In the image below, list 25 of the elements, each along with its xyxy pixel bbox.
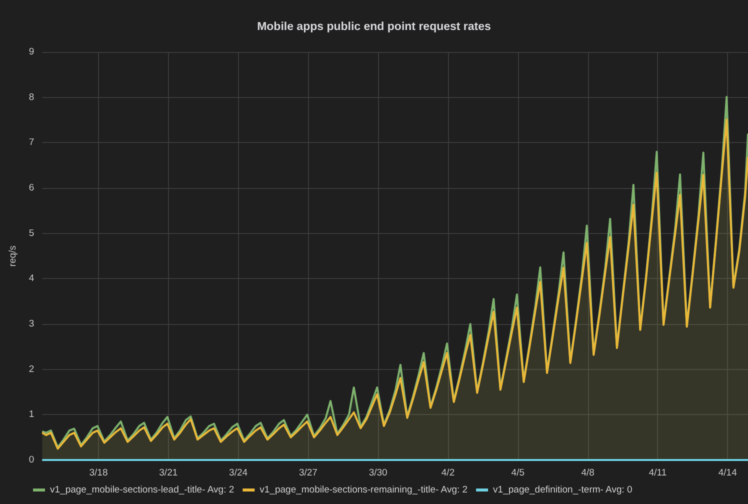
x-tick-label: 3/30: [368, 468, 388, 478]
x-tick-label: 3/24: [229, 468, 248, 478]
x-tick-label: 3/18: [89, 468, 108, 478]
x-tick-label: 4/8: [581, 468, 594, 478]
x-tick-label: 4/11: [648, 468, 667, 478]
legend-label: v1_page_definition_-term- Avg: 0: [493, 484, 632, 496]
x-tick-label: 4/2: [441, 468, 455, 478]
x-tick-label: 3/21: [159, 468, 178, 478]
y-tick-label: 4: [28, 273, 34, 284]
legend-label: v1_page_mobile-sections-lead_-title- Avg: 2: [50, 484, 234, 496]
x-tick-label: 4/5: [511, 468, 525, 478]
y-tick-label: 5: [28, 228, 34, 239]
y-axis-title: req/s: [8, 245, 18, 267]
y-tick-label: 7: [28, 137, 34, 148]
y-tick-label: 3: [28, 318, 34, 330]
y-tick-label: 9: [28, 46, 34, 58]
legend-label: v1_page_mobile-sections-remaining_-title- Avg: 2: [260, 484, 468, 496]
x-tick-label: 3/27: [298, 468, 318, 478]
y-tick-label: 8: [28, 92, 34, 103]
y-tick-label: 0: [28, 454, 34, 466]
x-tick-label: 4/14: [718, 468, 737, 478]
chart-title: Mobile apps public end point request rates: [257, 21, 491, 33]
y-tick-label: 2: [28, 364, 34, 375]
y-tick-label: 6: [28, 182, 34, 194]
y-tick-label: 1: [28, 409, 34, 420]
